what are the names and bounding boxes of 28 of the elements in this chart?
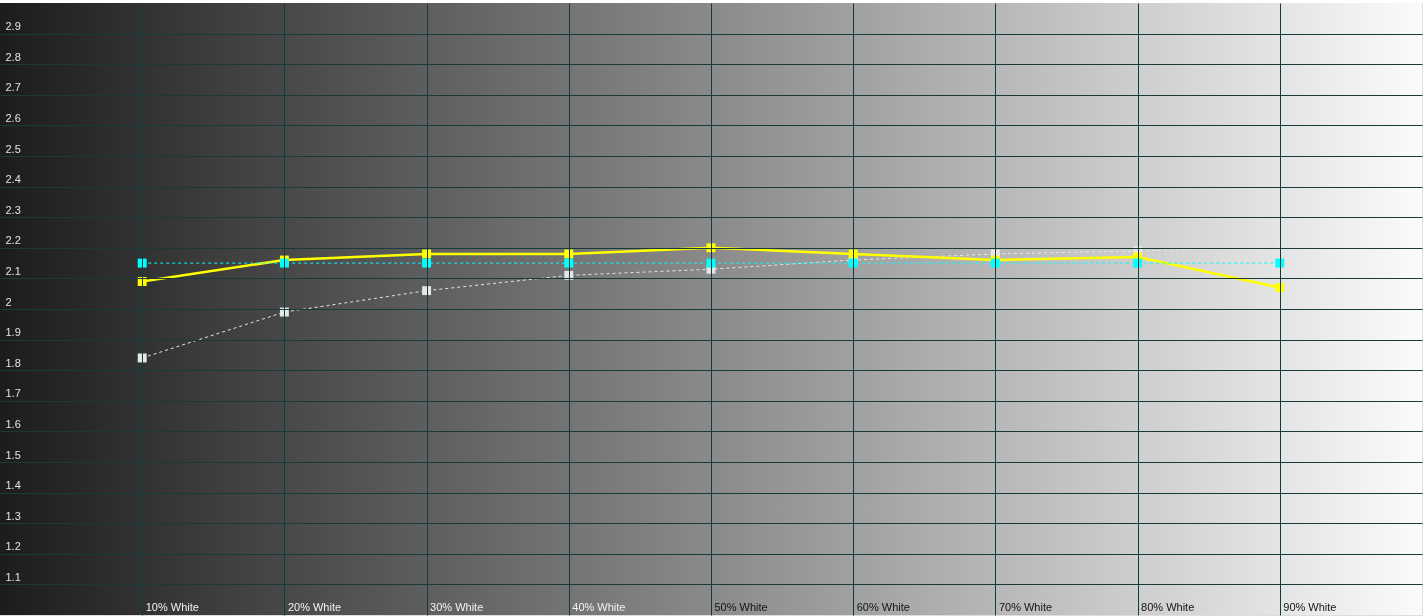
y-tick-label: 2.2 (5, 234, 21, 247)
x-tick-label: 90% White (1283, 600, 1337, 613)
y-tick-label: 1.6 (5, 417, 21, 430)
x-tick-label: 40% White (572, 600, 626, 613)
x-tick-label: 30% White (430, 600, 484, 613)
x-tick-label: 20% White (287, 600, 342, 613)
y-tick-label: 1.7 (5, 387, 21, 400)
x-tick-label: 50% White (714, 600, 768, 613)
x-tick-label: 80% White (1141, 600, 1195, 613)
y-tick-label: 1.4 (5, 479, 21, 492)
y-tick-label: 1.1 (5, 570, 21, 583)
y-tick-label: 2.7 (5, 81, 21, 94)
y-tick-label: 1.5 (5, 448, 21, 461)
y-tick-label: 1.2 (5, 540, 21, 553)
y-tick-label: 2.8 (5, 50, 21, 63)
y-tick-label: 2.9 (5, 20, 21, 33)
y-tick-label: 2.5 (5, 142, 21, 155)
y-tick-label: 1.3 (5, 509, 21, 522)
y-tick-label: 1.9 (5, 326, 21, 339)
x-tick-label: 10% White (145, 600, 199, 613)
y-tick-label: 2.1 (5, 264, 21, 277)
x-tick-label: 60% White (856, 600, 910, 613)
y-tick-label: 2.4 (5, 173, 21, 186)
y-tick-label: 2 (5, 295, 12, 308)
y-tick-label: 1.8 (5, 356, 21, 369)
x-tick-label: 70% White (998, 600, 1053, 613)
y-tick-label: 2.6 (5, 111, 21, 124)
y-tick-label: 2.3 (5, 203, 21, 216)
